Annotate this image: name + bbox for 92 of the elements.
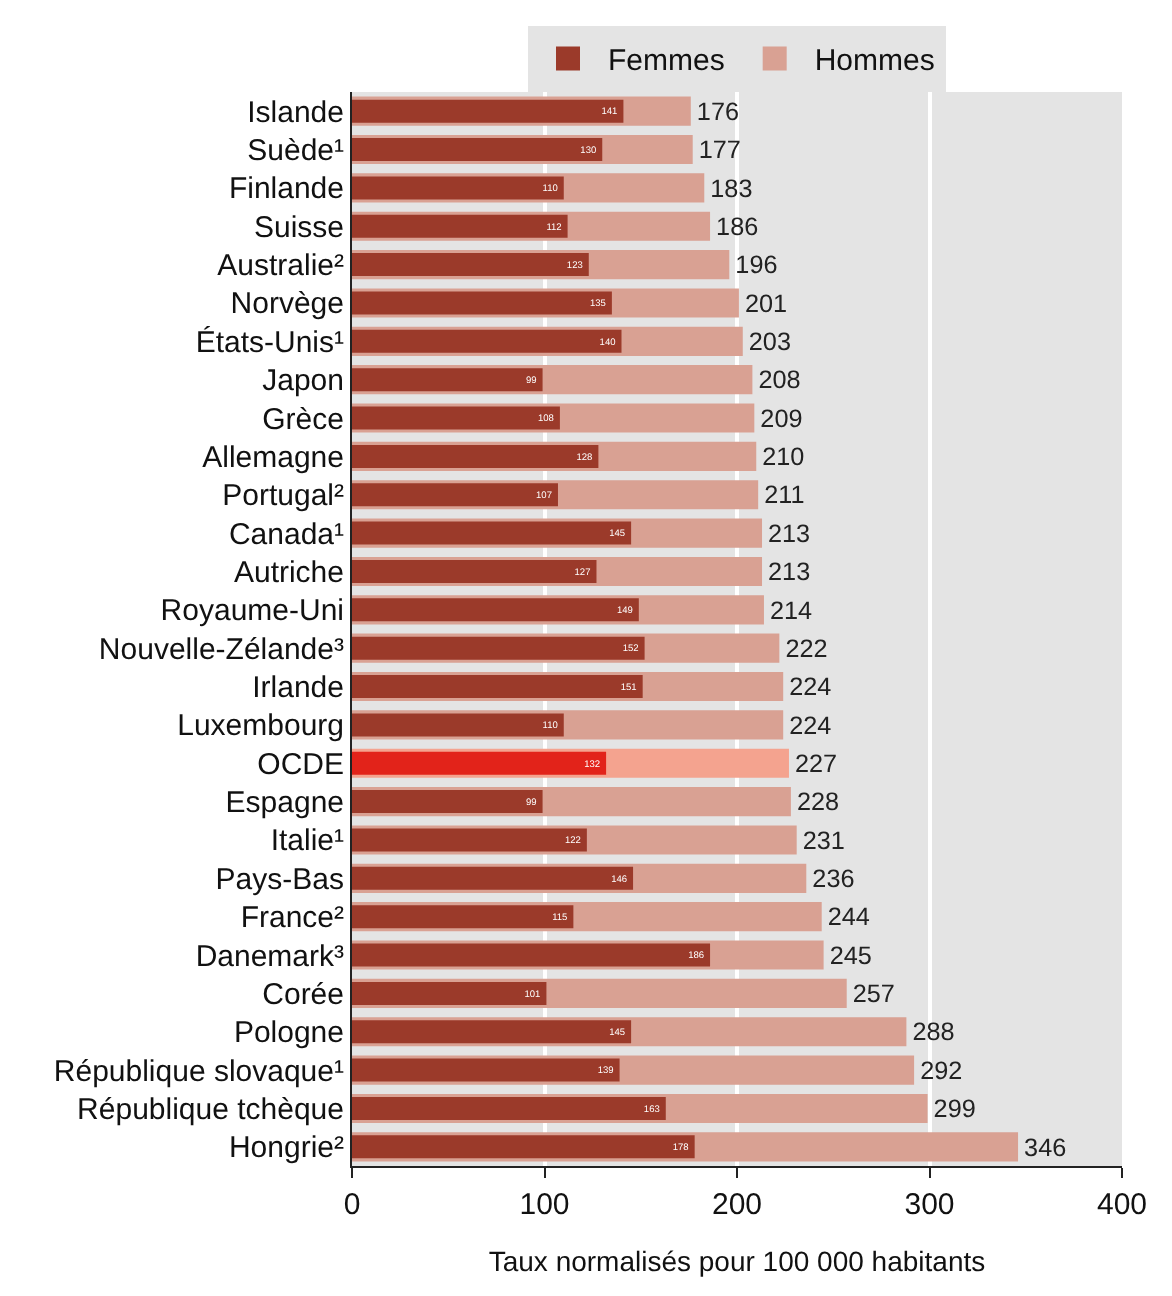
bar [352,790,543,814]
data-label: 228 [796,788,840,817]
bar [352,176,564,200]
x-tick-label: 100 [519,1188,570,1222]
data-label: 209 [760,404,803,433]
bar [352,675,643,699]
y-tick-label: Pologne [233,1016,344,1051]
data-label: 346 [1024,1133,1067,1162]
y-tick-label: Royaume-Uni [160,594,344,629]
data-label: 222 [785,634,828,663]
data-label: 203 [748,328,791,357]
bar [352,483,558,507]
data-label: 196 [735,251,778,280]
y-tick-label: Australie² [217,249,344,284]
y-tick-label: Suède¹ [247,134,344,169]
data-label: 176 [696,97,739,126]
y-tick-label: Corée [262,977,344,1012]
bar [352,866,634,890]
data-label: 210 [762,443,805,472]
y-tick-label: OCDE [257,747,344,782]
y-tick-label: Danemark³ [195,939,345,974]
bar [352,1096,666,1120]
y-tick-label: Irlande [252,671,344,706]
bar [352,1020,632,1044]
bar [352,329,622,353]
y-tick-label: Islande [247,95,344,130]
data-label: 224 [789,711,832,740]
bar [352,521,632,545]
data-label: 236 [812,865,855,894]
y-tick-label: Norvège [230,287,344,322]
x-tick-label: 200 [711,1188,763,1222]
y-tick-label: Japon [262,364,344,399]
bar [352,99,624,123]
bar [352,138,603,162]
bar [352,943,711,967]
data-label: 257 [852,980,895,1009]
data-label: 292 [920,1056,963,1085]
y-tick-label: Italie¹ [270,824,344,859]
bar [352,559,597,583]
data-label: 214 [769,596,813,625]
data-label: 213 [768,558,811,587]
y-tick-label: États-Unis¹ [195,323,344,360]
bar [352,1135,695,1159]
y-tick-label: Grèce [262,402,344,437]
y-tick-label: Nouvelle-Zélande³ [98,632,344,667]
x-tick-label: 300 [904,1188,955,1222]
bar [352,598,639,622]
x-tick-label: 400 [1096,1188,1148,1222]
bar [352,444,599,468]
bar [352,905,574,929]
data-label: 231 [802,826,845,855]
bar [352,828,587,852]
legend-label: Femmes [608,44,725,79]
data-label: 186 [716,212,759,241]
y-tick-label: République tchèque [77,1092,344,1127]
bar [352,253,589,277]
bar [352,368,543,392]
data-label: 224 [789,673,832,702]
y-tick-label: Portugal² [222,479,344,514]
data-label: 288 [912,1018,955,1047]
data-label: 208 [758,366,801,395]
bar [352,751,607,775]
y-tick-label: Hongrie² [228,1131,344,1166]
y-tick-label: République slovaque¹ [53,1054,344,1089]
data-label: 211 [764,481,805,510]
data-label: 183 [710,174,753,203]
bar [352,636,645,660]
y-tick-label: France² [240,901,344,936]
y-tick-label: Pays-Bas [215,862,344,897]
y-tick-label: Canada¹ [228,517,344,552]
x-axis-title: Taux normalisés pour 100 000 habitants [488,1244,986,1277]
data-label: 245 [829,941,872,970]
bar [352,981,547,1005]
data-label: 201 [744,289,788,318]
y-tick-label: Allemagne [202,440,344,475]
data-label: 244 [827,903,870,932]
data-label: 213 [768,519,811,548]
data-label: 177 [698,136,741,165]
y-tick-label: Finlande [228,172,344,207]
bar [352,713,564,737]
y-tick-label: Suisse [253,210,344,245]
x-tick-label: 0 [343,1188,361,1222]
bar [352,214,568,238]
bar [352,291,612,315]
y-tick-label: Luxembourg [177,709,344,744]
data-label: 227 [795,749,838,778]
data-label: 299 [933,1095,976,1124]
y-tick-label: Autriche [233,555,344,590]
y-tick-label: Espagne [225,786,344,821]
bar [352,406,560,430]
bar [352,1058,620,1082]
legend-label: Hommes [814,44,935,79]
